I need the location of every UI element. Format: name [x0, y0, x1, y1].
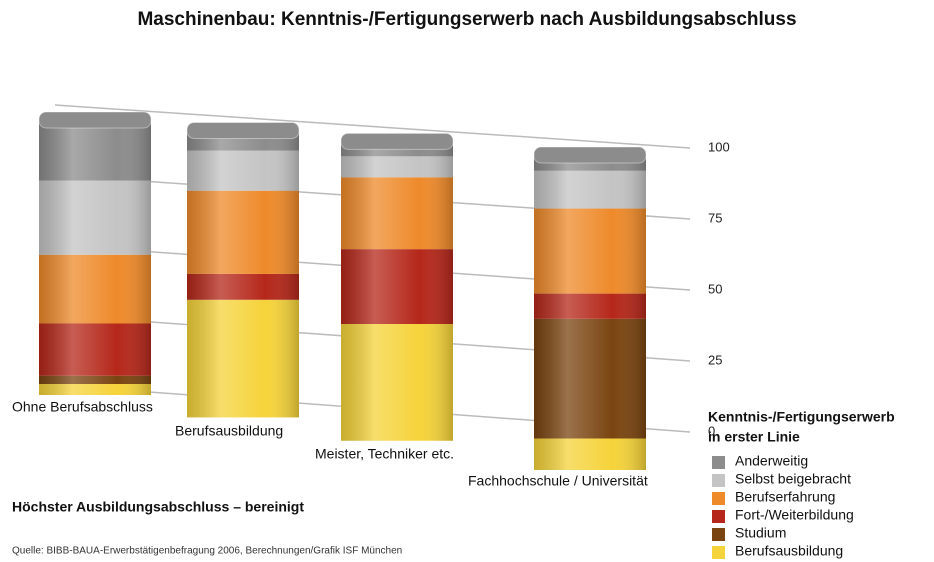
bar-shade: [534, 155, 646, 470]
y-tick-label: 100: [708, 139, 730, 154]
bar-shade: [187, 130, 299, 418]
x-tick-label: Fachhochschule / Universität: [468, 473, 648, 489]
grid-line: [54, 104, 691, 149]
legend-swatch: [712, 474, 725, 487]
bar-cap: [340, 132, 454, 150]
x-tick-label: Ohne Berufsabschluss: [12, 399, 153, 415]
legend-title: Kenntnis-/Fertigungserwerb: [708, 409, 895, 425]
bar-shade: [341, 141, 453, 441]
source: Quelle: BIBB-BAUA-Erwerbstätigenbefragun…: [12, 546, 402, 557]
legend-swatch: [712, 456, 725, 469]
y-tick-label: 0: [708, 423, 715, 438]
legend-swatch: [712, 492, 725, 505]
y-tick-label: 25: [708, 352, 722, 367]
bar-cap: [186, 121, 300, 139]
legend-label: Selbst beigebracht: [735, 471, 851, 487]
legend-label: Anderweitig: [735, 453, 808, 469]
x-tick-label: Meister, Techniker etc.: [315, 446, 454, 462]
bar-cap: [533, 146, 647, 164]
legend-title: in erster Linie: [708, 429, 800, 445]
bar-shade: [39, 120, 151, 395]
legend-swatch: [712, 528, 725, 541]
chart-title: Maschinenbau: Kenntnis-/Fertigungserwerb…: [137, 9, 796, 30]
legend-swatch: [712, 546, 725, 559]
legend-label: Berufserfahrung: [735, 489, 835, 505]
y-tick-label: 75: [708, 210, 722, 225]
legend-label: Fort-/Weiterbildung: [735, 507, 854, 523]
bar-cap: [38, 111, 152, 129]
x-axis-title: Höchster Ausbildungsabschluss – bereinig…: [12, 499, 304, 515]
x-tick-label: Berufsausbildung: [175, 423, 283, 439]
legend-label: Berufsausbildung: [735, 543, 843, 559]
legend-swatch: [712, 510, 725, 523]
legend-label: Studium: [735, 525, 786, 541]
y-tick-label: 50: [708, 281, 722, 296]
